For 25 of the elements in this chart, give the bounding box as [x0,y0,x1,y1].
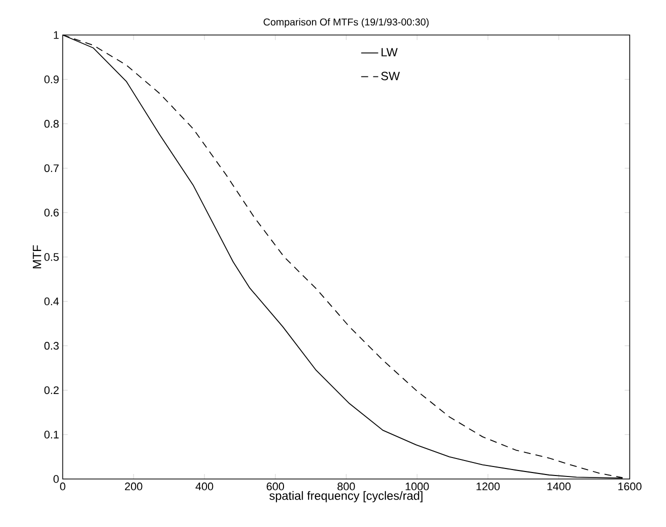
y-axis-title: MTF [32,245,42,268]
x-tick-label: 1200 [476,482,500,490]
x-tick-label: 800 [338,482,355,490]
x-axis-title: spatial frequency [cycles/rad] [269,491,422,502]
y-tick-label: 0.6 [44,208,59,216]
x-tick-label: 0 [60,482,66,490]
x-tick-label: 1400 [547,482,571,490]
x-tick-label: 1600 [618,482,642,490]
y-tick-label: 0 [54,475,59,483]
y-tick-label: 0.9 [44,76,59,84]
legend-label: LW [382,48,398,56]
x-tick-label: 1000 [406,482,429,490]
y-tick-label: 0.4 [44,298,59,306]
y-tick-label: 0.5 [44,253,59,261]
legend-label: SW [381,72,400,80]
chart-title: Comparison Of MTFs (19/1/93-00:30) [264,18,429,28]
y-tick-label: 0.1 [44,430,59,438]
y-tick-label: 0.7 [44,164,59,172]
y-tick-label: 0.2 [44,386,59,394]
y-tick-label: 0.8 [44,120,59,128]
x-tick-label: 600 [266,482,284,490]
y-tick-label: 0.3 [44,342,59,350]
x-tick-label: 400 [196,482,214,490]
x-tick-label: 200 [124,482,142,490]
y-tick-label: 1 [54,31,59,39]
